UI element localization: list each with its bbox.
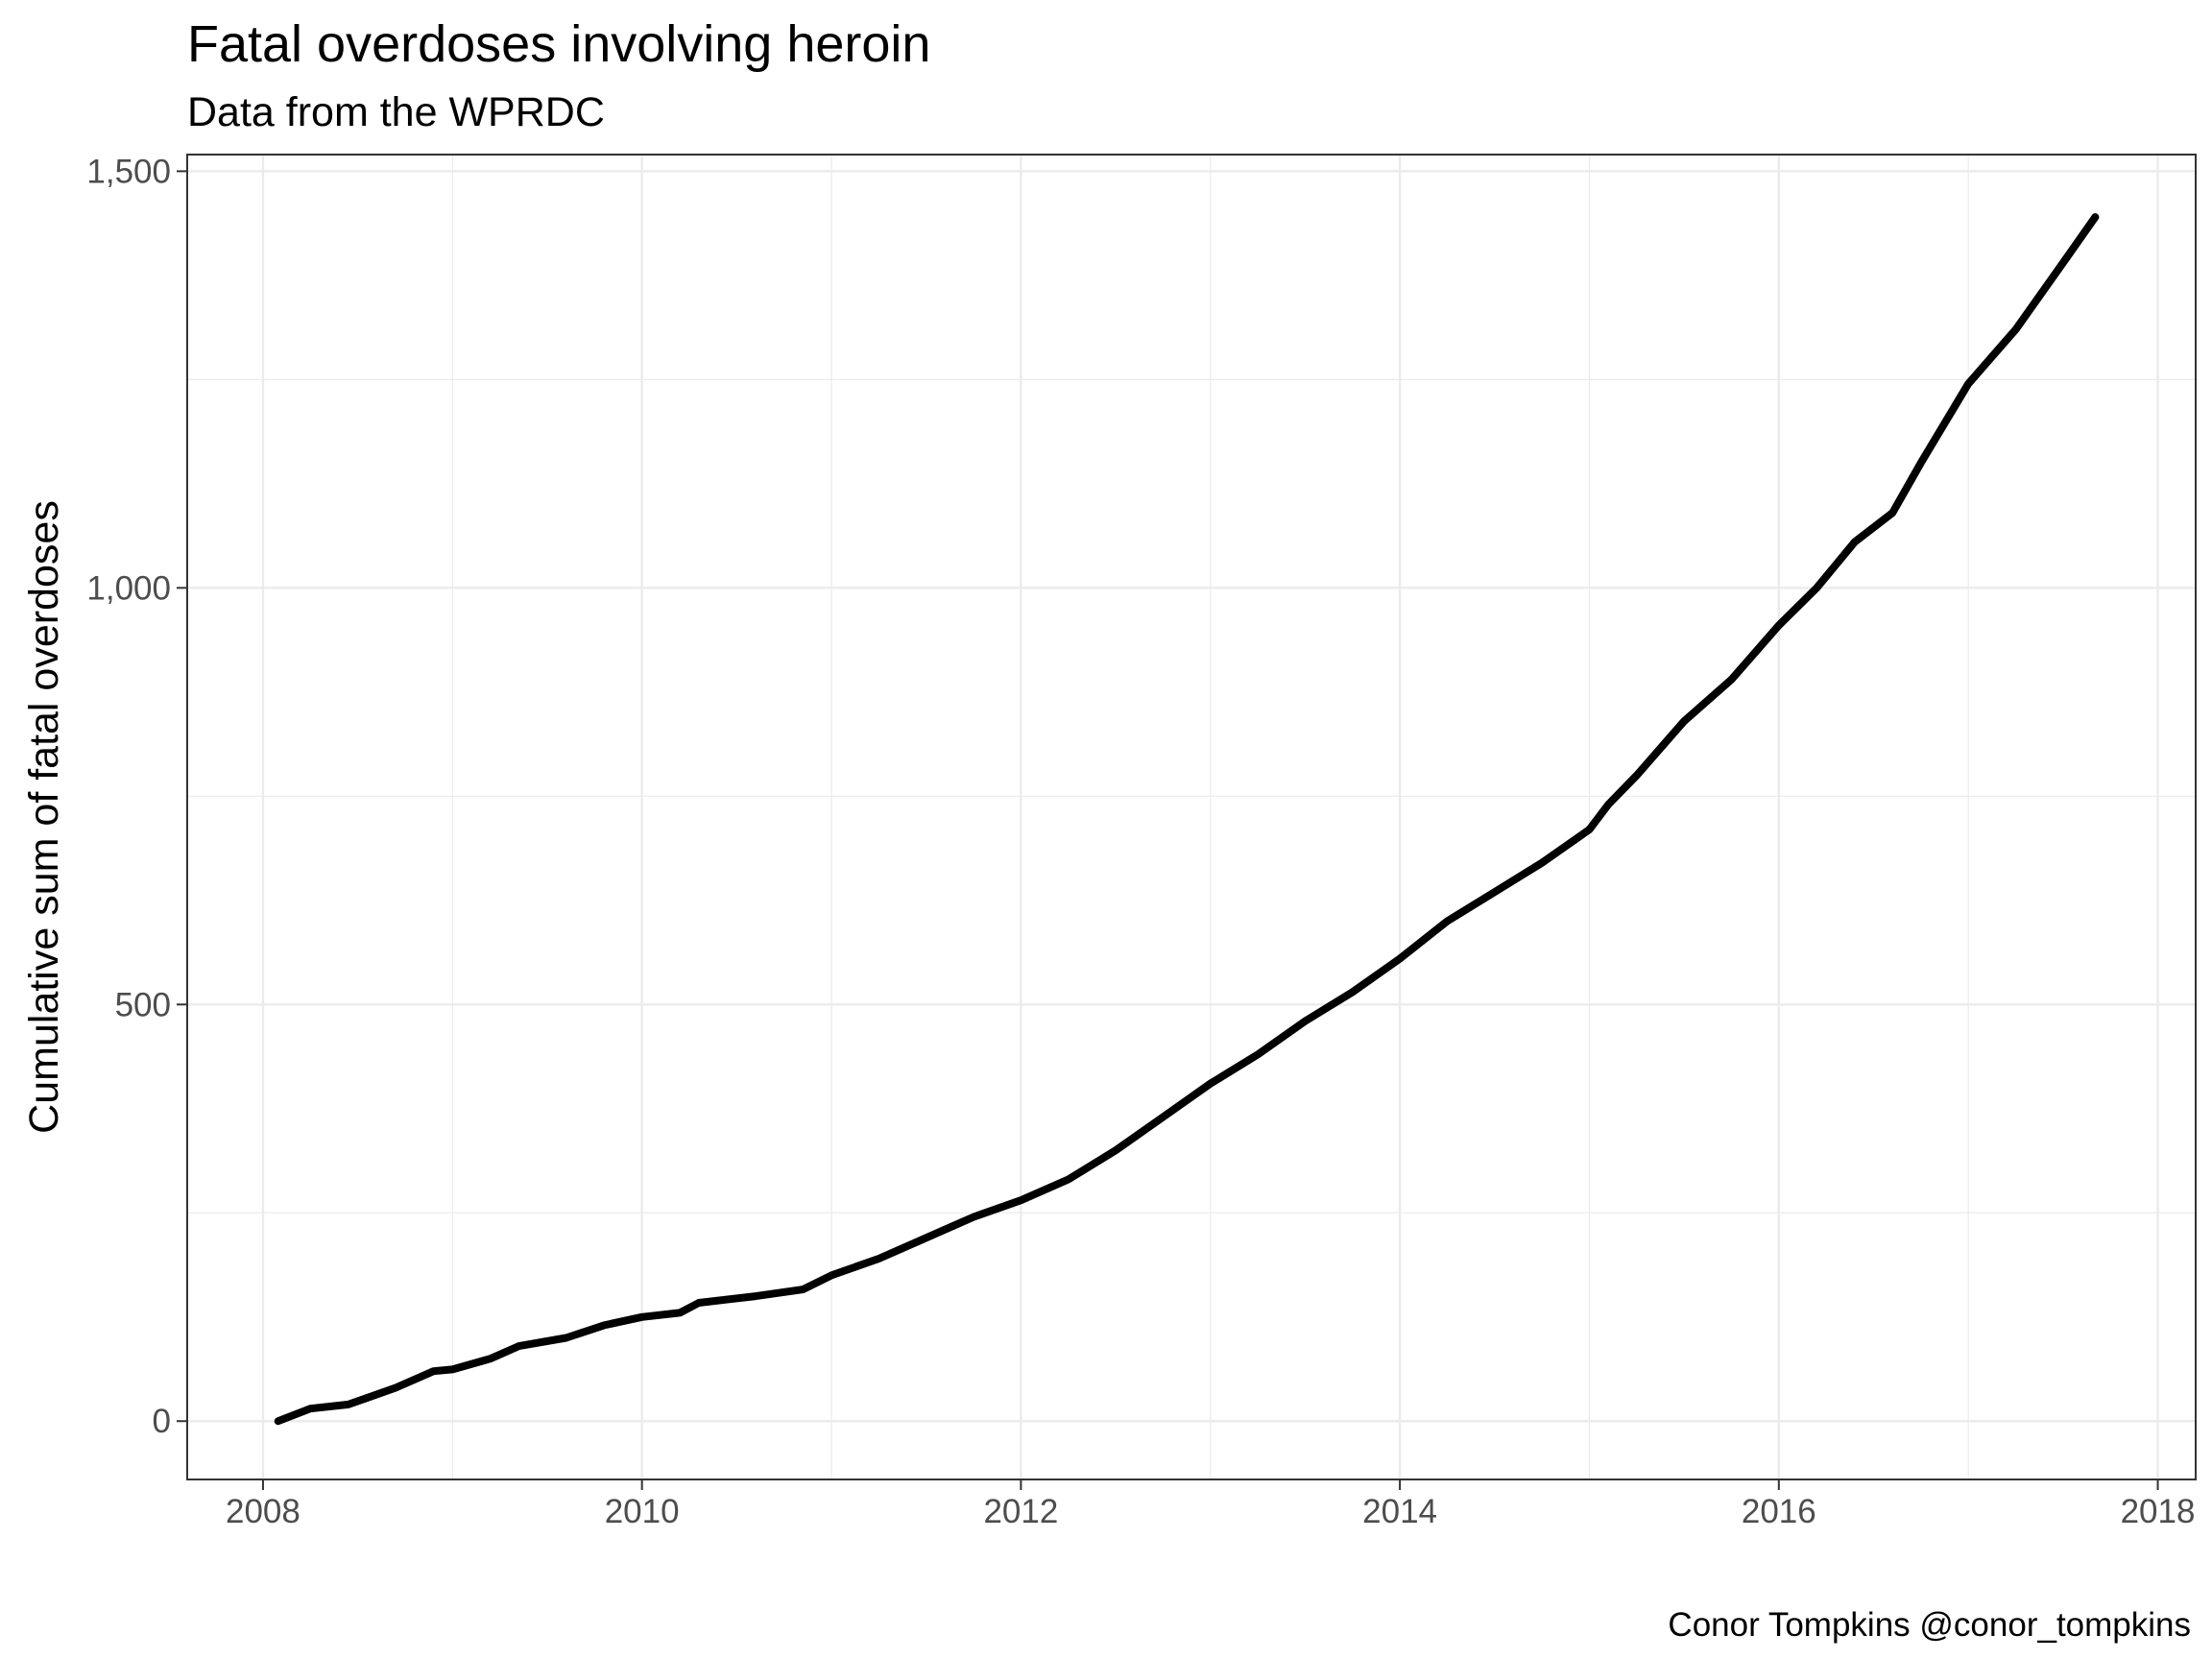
- y-tick-label: 500: [115, 986, 171, 1023]
- y-tick-label: 1,500: [86, 153, 171, 190]
- chart-title: Fatal overdoses involving heroin: [187, 15, 930, 73]
- x-tick-label: 2012: [983, 1493, 1058, 1530]
- x-tick-label: 2008: [226, 1493, 301, 1530]
- y-axis: 0 500 1,000 1,500: [86, 153, 187, 1440]
- series-layer: [274, 213, 2100, 1426]
- y-tick-label: 1,000: [86, 569, 171, 607]
- cumulative-overdoses-line: [274, 213, 2100, 1426]
- plot-panel-border: [186, 154, 2197, 1480]
- y-axis-title: Cumulative sum of fatal overdoses: [21, 500, 67, 1134]
- x-axis: 2008 2010 2012 2014 2016 2018: [226, 1479, 2195, 1530]
- chart-caption: Conor Tompkins @conor_tompkins: [1668, 1606, 2191, 1644]
- minor-gridlines: [187, 155, 2196, 1479]
- x-tick-label: 2014: [1362, 1493, 1437, 1530]
- x-tick-label: 2016: [1742, 1493, 1816, 1530]
- y-tick-label: 0: [153, 1403, 171, 1440]
- x-tick-label: 2018: [2121, 1493, 2196, 1530]
- x-tick-label: 2010: [605, 1493, 680, 1530]
- chart-subtitle: Data from the WPRDC: [187, 89, 605, 135]
- major-gridlines: [187, 155, 2196, 1479]
